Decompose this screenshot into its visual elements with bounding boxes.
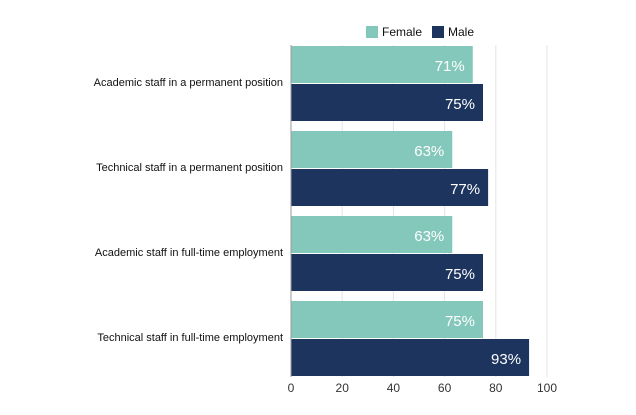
data-label: 63%: [414, 143, 444, 160]
data-label: 93%: [491, 351, 521, 368]
bar-female: [291, 46, 473, 83]
data-label: 71%: [435, 58, 465, 75]
x-tick-label: 20: [336, 381, 350, 395]
bar-male: [291, 254, 483, 291]
category-label: Academic staff in full-time employment: [95, 247, 283, 259]
bar-male: [291, 169, 489, 206]
data-label: 63%: [414, 228, 444, 245]
legend: Female Male: [366, 25, 474, 39]
data-label: 75%: [445, 96, 475, 113]
bars-layer: 71% 75% 63% 77% 63% 75% 75% 93%: [291, 46, 530, 376]
bar-male: [291, 339, 530, 376]
bar-female: [291, 131, 453, 168]
category-label: Technical staff in full-time employment: [97, 332, 283, 344]
legend-swatch-male: [432, 26, 444, 38]
data-label: 77%: [450, 181, 480, 198]
axis-layer: 0 20 40 60 80 100 Academic staff in a permanen…: [94, 45, 557, 395]
category-label: Academic staff in a permanent position: [94, 77, 283, 89]
legend-swatch-female: [366, 26, 378, 38]
bar-female: [291, 301, 483, 338]
x-tick-label: 80: [489, 381, 503, 395]
category-label: Technical staff in a permanent position: [96, 162, 283, 174]
x-tick-label: 0: [288, 381, 295, 395]
x-tick-label: 60: [438, 381, 452, 395]
bar-male: [291, 84, 483, 121]
data-label: 75%: [445, 313, 475, 330]
data-label: 75%: [445, 266, 475, 283]
legend-label-female: Female: [382, 25, 422, 39]
bar-female: [291, 216, 453, 253]
legend-label-male: Male: [448, 25, 474, 39]
x-tick-label: 40: [387, 381, 401, 395]
x-tick-label: 100: [537, 381, 557, 395]
